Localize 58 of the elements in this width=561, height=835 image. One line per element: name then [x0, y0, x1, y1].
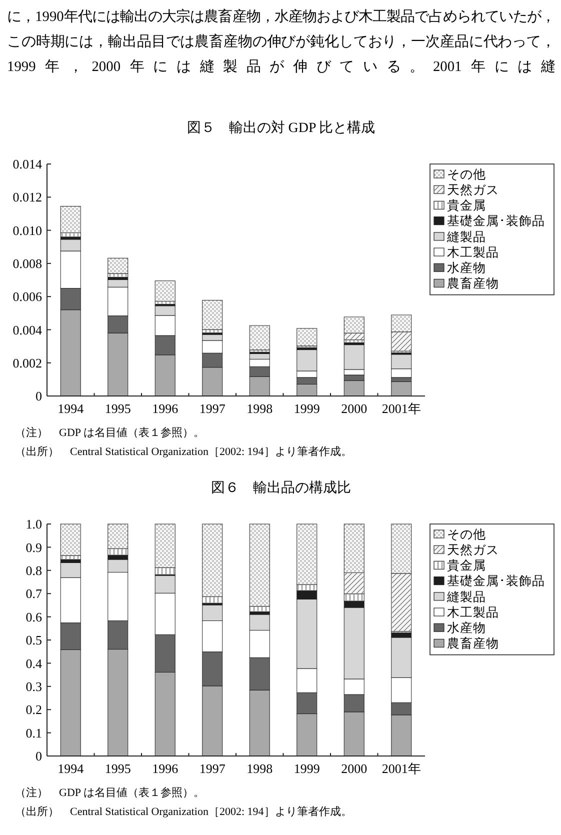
text: に，1990年代には輸出の大宗は農畜産物，水産物および木工製品で占められていたが，この時期には，輸出品目では農畜産物の伸びが鈍化しており，一次産品に代わって，1999年，2000年には縫製品が伸びている。2001年には縫: [7, 8, 555, 77]
legend-label: 貴金属: [447, 558, 486, 573]
legend-label: 基礎金属･装飾品: [447, 574, 545, 588]
x-tick-label: 2000: [341, 401, 368, 416]
legend-label: 天然ガス: [447, 542, 499, 557]
legend-label: その他: [447, 527, 486, 542]
x-tick-label: 1999: [294, 761, 320, 776]
legend-label: 天然ガス: [447, 182, 499, 197]
y-tick-label: 0.012: [12, 190, 42, 205]
legend-label: 農畜産物: [447, 276, 499, 291]
y-tick-label: 0.5: [26, 632, 42, 648]
legend-label: 貴金属: [447, 198, 486, 213]
y-tick-label: 0: [36, 748, 42, 764]
legend-label: 縫製品: [446, 590, 486, 604]
x-tick-label: 2001年: [382, 401, 421, 416]
y-tick-label: 0.4: [26, 656, 42, 671]
y-tick-label: 0.010: [12, 222, 42, 238]
x-tick-label: 1998: [246, 401, 273, 416]
y-tick-label: 0: [36, 388, 42, 404]
x-tick-label: 1996: [152, 761, 179, 776]
text: （注） GDP は名目値（表１参照）。: [15, 786, 204, 799]
chart-title: 図６ 輸出品の構成比: [211, 480, 351, 496]
x-tick-label: 1994: [58, 401, 84, 416]
y-tick-label: 0.2: [26, 702, 42, 718]
y-tick-label: 0.002: [12, 355, 42, 370]
y-tick-label: 0.7: [26, 586, 42, 602]
text: （出所） Central Statistical Organization［2002: 194］より筆者作成。: [15, 445, 352, 458]
text: （出所） Central Statistical Organization［2002: 194］より筆者作成。: [15, 805, 352, 818]
y-tick-label: 0.008: [12, 256, 42, 271]
x-tick-label: 2001年: [382, 761, 421, 776]
legend-label: 基礎金属･装飾品: [447, 214, 545, 228]
legend-label: その他: [447, 167, 486, 182]
y-tick-label: 1.0: [26, 516, 42, 532]
x-tick-label: 1995: [104, 401, 131, 416]
y-tick-label: 0.3: [26, 678, 42, 694]
x-tick-label: 1994: [58, 761, 84, 776]
x-tick-label: 1997: [199, 761, 226, 776]
y-tick-label: 0.6: [26, 609, 42, 624]
legend-label: 縫製品: [446, 230, 486, 244]
x-tick-label: 1995: [104, 761, 131, 776]
legend-label: 水産物: [447, 260, 486, 275]
legend-label: 木工製品: [447, 605, 499, 620]
legend-label: 農畜産物: [447, 636, 499, 651]
y-tick-label: 0.014: [12, 156, 42, 172]
y-tick-label: 0.1: [26, 725, 42, 740]
y-tick-label: 0.006: [12, 289, 42, 304]
x-tick-label: 1999: [294, 401, 320, 416]
x-tick-label: 1997: [199, 401, 226, 416]
y-tick-label: 0.004: [12, 322, 42, 338]
x-tick-label: 1998: [246, 761, 273, 776]
x-tick-label: 2000: [341, 761, 368, 776]
text: （注） GDP は名目値（表１参照）。: [15, 426, 204, 439]
legend-label: 木工製品: [447, 245, 499, 260]
y-tick-label: 0.9: [26, 540, 42, 555]
x-tick-label: 1996: [152, 401, 179, 416]
legend-label: 水産物: [447, 620, 486, 635]
y-tick-label: 0.8: [26, 562, 42, 578]
chart-title: 図５ 輸出の対 GDP 比と構成: [186, 120, 376, 136]
